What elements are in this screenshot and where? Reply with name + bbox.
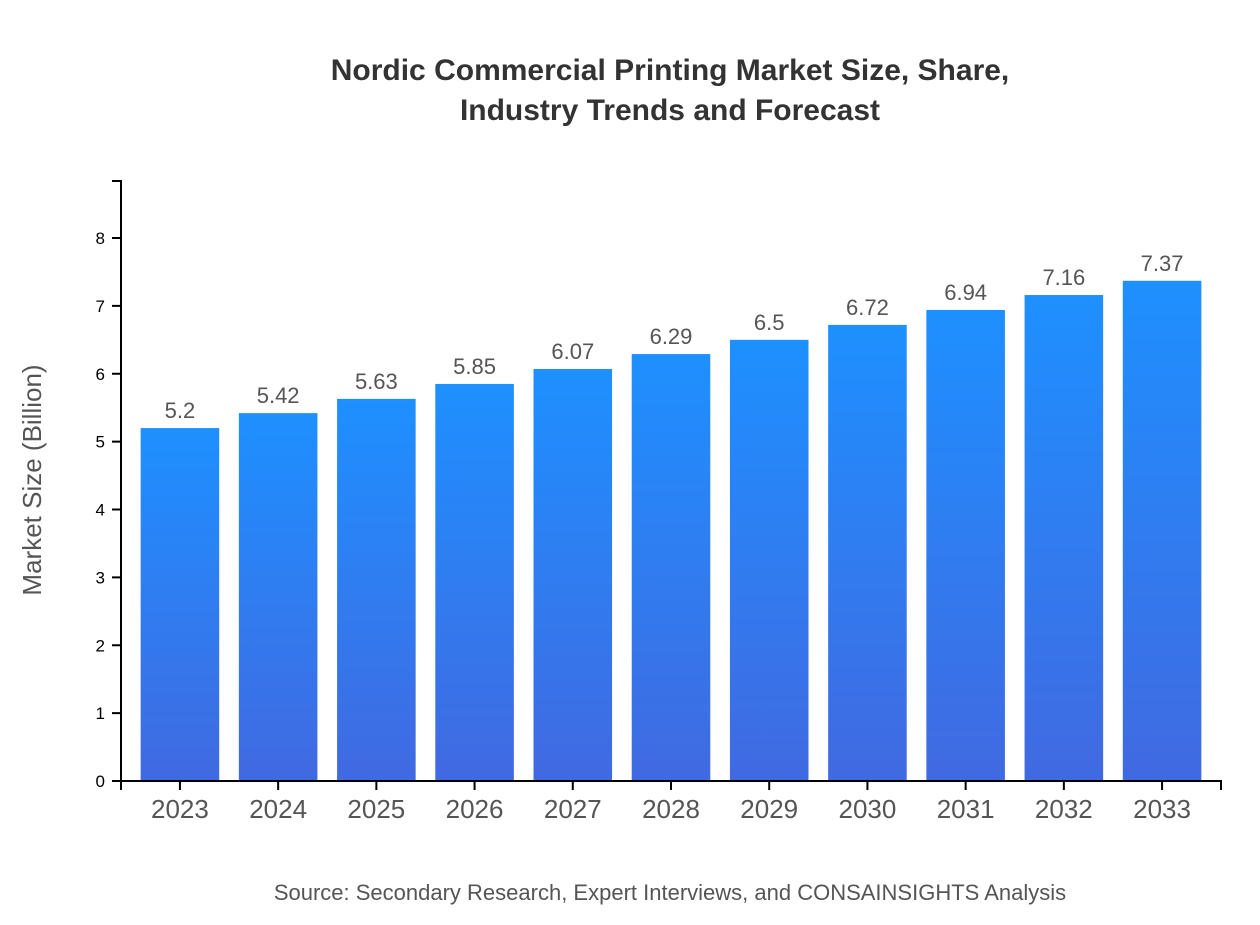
bar-2024 xyxy=(238,413,318,781)
bar-2025 xyxy=(337,398,416,781)
bar-2033 xyxy=(1122,280,1202,781)
y-tick-label: 2 xyxy=(96,636,105,655)
bar-2023 xyxy=(140,428,220,781)
bar-2029 xyxy=(729,339,809,781)
x-tick-label: 2030 xyxy=(839,794,897,824)
data-label: 5.42 xyxy=(257,383,300,408)
bar-2027 xyxy=(533,369,613,781)
x-tick-label: 2023 xyxy=(151,794,209,824)
x-axis: 2023 2024 2025 2026 2027 2028 2029 2030 2031 2032… xyxy=(120,780,1222,824)
y-tick-label: 1 xyxy=(96,704,105,723)
y-tick-label: 7 xyxy=(96,297,105,316)
y-tick-label: 3 xyxy=(96,568,105,587)
x-tick-label: 2029 xyxy=(740,794,798,824)
data-label: 6.72 xyxy=(846,295,889,320)
data-label: 5.85 xyxy=(453,354,496,379)
data-label: 6.29 xyxy=(650,324,693,349)
y-axis-line xyxy=(112,180,122,782)
bar-2026 xyxy=(435,383,514,781)
x-tick-label: 2026 xyxy=(446,794,504,824)
x-tick-label: 2027 xyxy=(544,794,602,824)
data-label: 7.37 xyxy=(1141,251,1184,276)
bar-2031 xyxy=(926,309,1005,781)
data-label: 6.5 xyxy=(754,310,785,335)
x-tick-label: 2024 xyxy=(249,794,307,824)
y-tick-label: 8 xyxy=(96,229,105,248)
x-axis-line xyxy=(120,780,1222,790)
bar-2030 xyxy=(828,324,907,781)
chart-title-line-1: Nordic Commercial Printing Market Size, … xyxy=(331,54,1010,87)
data-label: 6.07 xyxy=(551,339,594,364)
y-tick-label: 0 xyxy=(96,772,105,791)
y-axis: 0 1 2 3 4 5 6 7 8 xyxy=(96,180,122,791)
chart-title-line-2: Industry Trends and Forecast xyxy=(460,94,880,127)
x-tick-label: 2028 xyxy=(642,794,700,824)
x-tick-label: 2032 xyxy=(1035,794,1093,824)
x-tick-label: 2033 xyxy=(1133,794,1191,824)
bars-group: 5.2 5.42 5.63 5.85 6.07 6.29 6.5 6.72 6.94 7.16 7.… xyxy=(140,251,1202,781)
data-label: 6.94 xyxy=(944,280,987,305)
x-tick-label: 2031 xyxy=(937,794,995,824)
y-tick-label: 5 xyxy=(96,433,105,452)
bar-2028 xyxy=(631,354,711,781)
data-label: 5.63 xyxy=(355,369,398,394)
data-label: 7.16 xyxy=(1042,265,1085,290)
data-label: 5.2 xyxy=(165,398,196,423)
y-axis-label: Market Size (Billion) xyxy=(17,364,47,595)
source-note: Source: Secondary Research, Expert Inter… xyxy=(274,880,1066,905)
x-tick-label: 2025 xyxy=(347,794,405,824)
y-tick-label: 4 xyxy=(96,501,105,520)
bar-2032 xyxy=(1024,295,1104,781)
y-tick-label: 6 xyxy=(96,365,105,384)
